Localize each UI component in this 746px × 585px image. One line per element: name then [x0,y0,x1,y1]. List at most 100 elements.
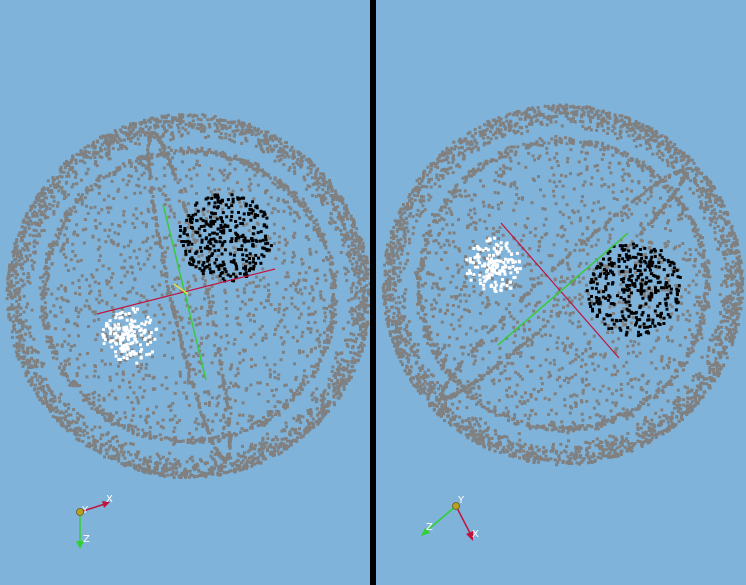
point [141,240,145,244]
point [233,133,237,137]
point [147,471,151,475]
point [40,220,44,224]
point [23,260,27,264]
viewport-divider[interactable] [370,0,376,585]
point [191,234,194,238]
point [205,153,208,157]
point [299,435,303,439]
point [220,252,224,256]
point [54,327,58,331]
point [10,330,14,334]
point [122,424,126,428]
point [353,317,357,321]
point [264,238,268,242]
point [179,334,183,338]
point [341,223,345,226]
point [227,434,231,438]
point [180,316,184,320]
point [283,384,287,388]
point [348,259,352,263]
point [78,414,82,418]
point [268,375,272,379]
point [161,455,165,459]
point [41,205,44,208]
point [186,378,190,382]
point [61,191,64,195]
point [10,268,14,272]
point [298,432,302,436]
point [195,427,198,431]
point [211,272,215,276]
point [256,222,260,226]
point [158,473,162,477]
left-3d-viewport[interactable]: X Y Z [0,0,370,585]
point [256,381,260,385]
point [191,466,195,470]
point [208,439,212,443]
point [43,311,46,315]
point [162,155,166,159]
point [106,206,109,210]
point [272,232,276,235]
point [266,202,270,206]
point [185,470,188,474]
point [242,162,246,166]
point [259,168,263,172]
point [178,370,182,374]
point [146,144,150,148]
point [311,176,314,180]
right-3d-viewport[interactable]: Y Z X [376,0,746,585]
point [133,134,136,138]
point [191,459,195,463]
point [158,472,162,476]
point [24,319,28,323]
point [163,469,167,473]
point [349,338,353,342]
point [130,354,134,358]
point [333,387,337,391]
point [219,132,223,135]
point [329,182,332,186]
point [363,285,366,289]
point [94,445,97,449]
point [18,355,22,359]
point [80,200,84,204]
point [221,211,225,215]
point [15,354,19,358]
point [128,342,132,346]
point [71,242,75,246]
point [350,359,354,363]
right-scene[interactable]: Y Z X [376,0,746,585]
point [144,166,148,170]
point [319,296,323,300]
point [184,252,188,256]
point [108,319,112,323]
point [28,242,32,246]
point [22,338,26,342]
point [264,132,268,136]
point [98,245,102,249]
point [222,416,226,420]
point [68,211,71,215]
point [350,297,354,301]
point [348,310,352,314]
point [209,454,213,458]
point [263,445,267,449]
point [290,427,294,431]
point [24,230,28,234]
point [111,314,115,318]
point [43,390,47,394]
point [312,228,316,232]
point [71,250,75,253]
point [9,307,13,311]
point [178,372,182,376]
point [355,264,359,268]
left-scene[interactable]: X Y Z [0,0,370,585]
point [205,425,209,429]
point [269,452,272,456]
point [99,437,103,441]
point [115,166,119,170]
point [136,399,140,403]
point [171,463,175,467]
point [92,443,96,447]
